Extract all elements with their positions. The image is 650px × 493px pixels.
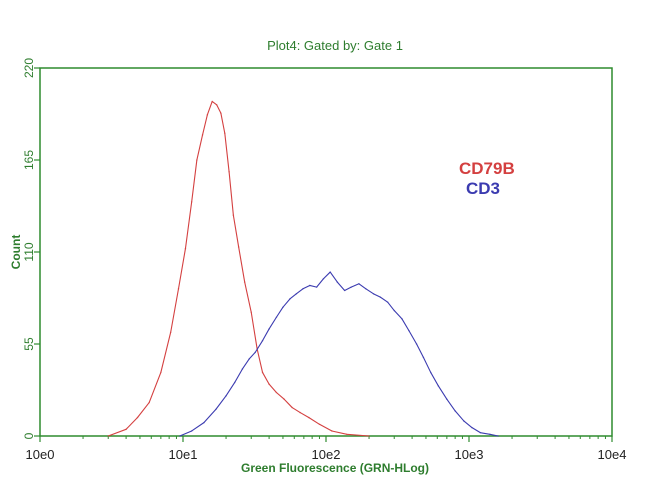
series-point-cd79b-0 [107,435,110,437]
series-point-cd3-10 [268,328,270,330]
x-axis-label: Green Fluorescence (GRN-HLog) [241,461,429,475]
series-point-cd79b-19 [243,281,246,283]
series-point-cd79b-13 [215,104,218,106]
series-point-cd3-21 [343,289,346,292]
series-point-cd79b-26 [291,406,293,409]
series-point-cd3-16 [308,284,311,287]
y-axis-ticks: 0 55 110 165 220 [22,58,40,439]
series-point-cd79b-30 [331,430,333,432]
series-point-cd3-17 [315,286,318,288]
series-point-cd79b-20 [250,311,253,314]
series-point-cd3-6 [241,368,244,370]
series-point-cd79b-4 [160,371,162,374]
series-point-cd3-32 [422,356,425,359]
series-point-cd3-34 [437,385,440,387]
series-point-cd3-29 [401,318,403,320]
series-point-cd79b-10 [201,134,204,136]
legend-item-cd3: CD3 [466,179,500,198]
x-axis-ticks: 10e0 10e1 10e2 10e3 10e4 [26,436,627,462]
x-tick-label-3: 10e3 [455,447,484,462]
series-point-cd3-39 [479,431,482,434]
series-point-cd3-7 [248,358,250,360]
series-point-cd79b-9 [196,159,198,161]
series-line-cd3 [179,271,499,437]
series-layer [107,100,499,437]
series-point-cd79b-6 [177,288,180,290]
series-point-cd3-22 [350,286,352,288]
y-tick-label-4: 220 [22,58,36,78]
series-point-cd3-19 [329,271,332,273]
series-point-cd3-36 [454,410,456,412]
y-axis-label: Count [9,235,23,270]
series-point-cd3-41 [497,435,499,437]
series-point-cd79b-32 [368,435,370,437]
series-point-cd3-13 [289,298,291,300]
series-point-cd3-3 [215,408,217,411]
y-tick-label-3: 165 [22,150,36,170]
x-tick-label-2: 10e2 [312,447,341,462]
legend: CD79B CD3 [459,159,515,198]
series-point-cd79b-12 [211,100,213,103]
series-point-cd79b-24 [275,391,278,394]
series-point-cd3-20 [336,281,339,283]
series-point-cd3-15 [302,288,304,290]
series-point-cd79b-7 [184,247,187,250]
legend-item-cd79b: CD79B [459,159,515,178]
series-point-cd3-35 [446,398,448,401]
series-point-cd79b-29 [318,423,321,426]
series-point-cd3-25 [372,293,375,295]
series-point-cd3-18 [322,277,325,280]
series-point-cd3-27 [386,301,389,303]
series-point-cd79b-2 [136,416,139,419]
series-point-cd3-4 [225,395,227,397]
plot-area-frame [39,67,613,437]
series-point-cd79b-18 [237,246,240,248]
chart-title: Plot4: Gated by: Gate 1 [267,38,403,53]
series-point-cd3-30 [408,329,410,332]
series-point-cd79b-16 [228,170,230,173]
series-point-cd79b-22 [261,371,264,374]
series-point-cd79b-5 [169,331,172,334]
series-point-cd3-11 [275,316,278,319]
series-point-cd3-37 [463,420,465,422]
series-point-cd3-40 [489,433,491,436]
series-point-cd79b-11 [206,114,209,116]
series-point-cd79b-25 [283,398,285,401]
series-point-cd3-24 [365,288,367,290]
series-point-cd79b-28 [308,416,310,419]
series-point-cd3-1 [190,430,193,432]
series-point-cd3-0 [179,435,181,437]
series-point-cd79b-14 [220,112,222,114]
y-tick-label-1: 55 [22,337,36,351]
series-point-cd3-9 [261,339,264,342]
series-point-cd79b-17 [232,214,235,216]
series-point-cd3-8 [254,351,257,354]
series-point-cd3-12 [282,306,284,309]
series-line-cd79b [108,100,370,437]
series-point-cd3-5 [233,381,236,384]
series-point-cd3-23 [358,282,360,285]
series-point-cd3-2 [203,421,205,424]
series-point-cd79b-27 [299,411,301,414]
series-point-cd79b-1 [125,428,127,431]
x-tick-label-0: 10e0 [26,447,55,462]
x-tick-label-4: 10e4 [598,447,627,462]
series-point-cd3-14 [295,293,298,295]
series-point-cd3-33 [429,371,432,374]
y-tick-label-2: 110 [22,242,36,261]
series-point-cd79b-3 [148,401,150,404]
series-point-cd79b-31 [346,433,348,436]
series-point-cd79b-15 [223,132,226,135]
x-tick-label-1: 10e1 [169,447,198,462]
series-point-cd3-28 [393,309,396,312]
series-point-cd3-26 [379,296,382,298]
series-point-cd3-38 [471,426,473,429]
y-tick-label-0: 0 [22,432,36,439]
series-point-cd79b-23 [268,383,270,385]
series-point-cd3-31 [415,343,418,345]
series-point-cd79b-8 [190,201,193,203]
